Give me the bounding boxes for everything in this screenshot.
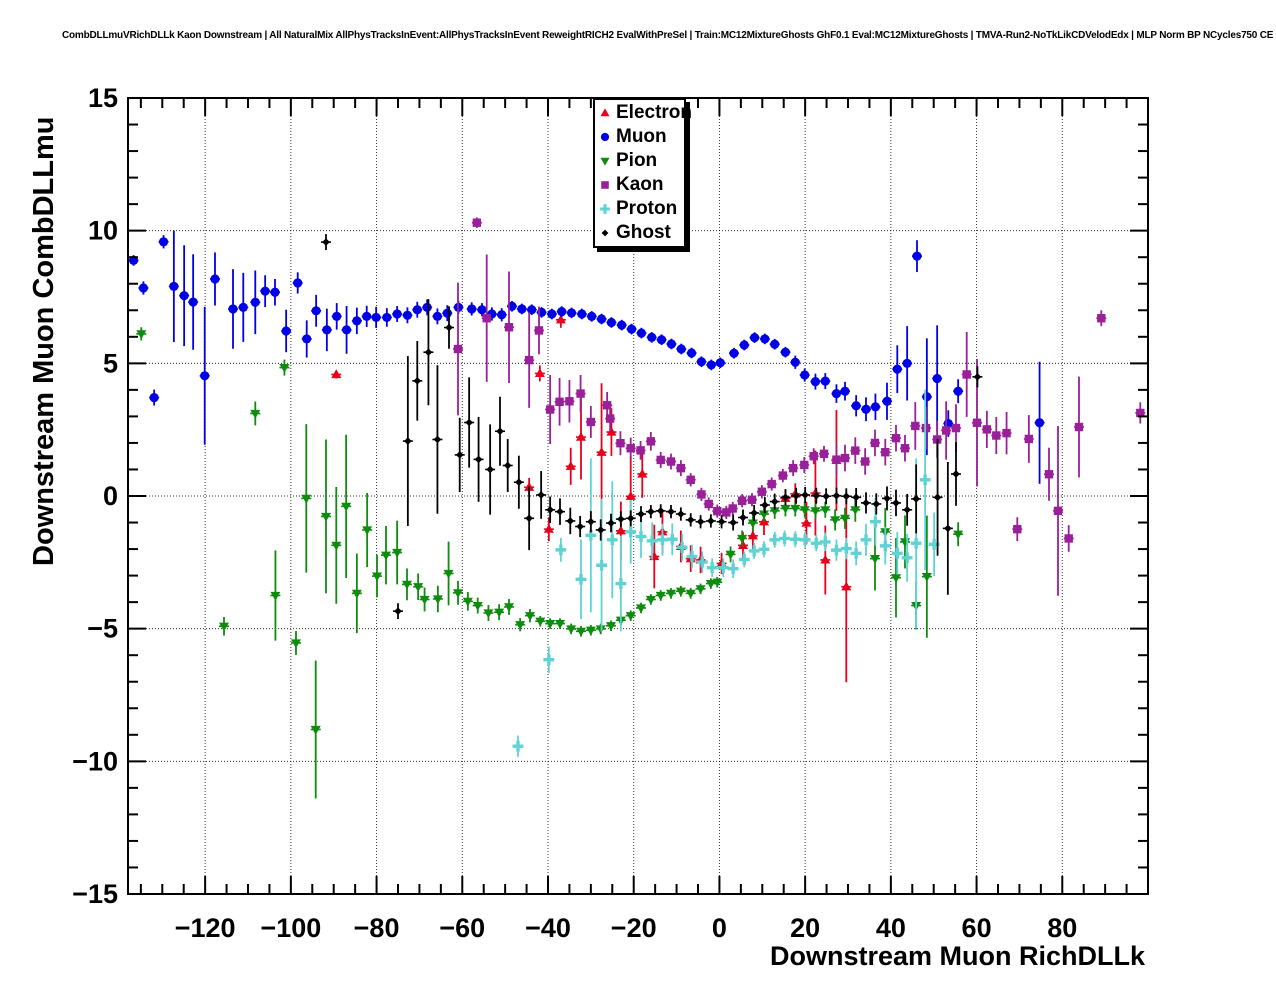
svg-text:5: 5 <box>103 348 118 378</box>
svg-text:−80: −80 <box>354 913 400 943</box>
gridlines <box>128 98 1148 894</box>
legend-label: Kaon <box>616 174 664 195</box>
legend-row-pion: Pion <box>595 149 684 173</box>
series-ghost <box>321 234 983 620</box>
svg-text:−10: −10 <box>72 746 118 776</box>
svg-text:−15: −15 <box>72 879 118 909</box>
legend-row-muon: Muon <box>595 125 684 149</box>
series-muon <box>128 230 1045 484</box>
series-pion <box>136 327 964 799</box>
svg-text:0: 0 <box>712 913 727 943</box>
legend-label: Ghost <box>616 222 671 243</box>
svg-text:−60: −60 <box>439 913 485 943</box>
proton-marker-icon <box>600 204 610 214</box>
muon-marker-icon <box>600 132 610 142</box>
legend-row-proton: Proton <box>595 197 684 221</box>
plot-title: CombDLLmuVRichDLLk Kaon Downstream | All… <box>62 30 1276 41</box>
svg-text:15: 15 <box>88 83 118 113</box>
svg-text:60: 60 <box>962 913 992 943</box>
legend: Electron Muon Pion Kaon Proton Ghost <box>593 98 692 248</box>
legend-row-electron: Electron <box>595 101 692 125</box>
legend-label: Electron <box>616 102 693 123</box>
svg-text:20: 20 <box>790 913 820 943</box>
svg-text:−5: −5 <box>87 614 118 644</box>
svg-text:10: 10 <box>88 216 118 246</box>
svg-text:80: 80 <box>1047 913 1077 943</box>
series-kaon <box>453 217 1146 596</box>
ghost-marker-icon <box>601 229 609 237</box>
legend-row-ghost: Ghost <box>595 221 684 245</box>
electron-marker-icon <box>600 108 610 117</box>
svg-text:0: 0 <box>103 481 118 511</box>
svg-text:−40: −40 <box>525 913 571 943</box>
svg-text:40: 40 <box>876 913 906 943</box>
legend-label: Pion <box>616 150 658 171</box>
legend-label: Muon <box>616 126 667 147</box>
svg-text:−120: −120 <box>175 913 236 943</box>
svg-text:−100: −100 <box>260 913 321 943</box>
kaon-marker-icon <box>601 181 609 189</box>
x-axis-title: Downstream Muon RichDLLk <box>769 941 1145 971</box>
legend-row-kaon: Kaon <box>595 173 684 197</box>
legend-label: Proton <box>616 198 678 219</box>
svg-text:−20: −20 <box>611 913 657 943</box>
tick-labels: −120 −100 −80 −60 −40 −20 0 20 40 60 80 −15 −10 −5 0 5 1… <box>72 83 1077 943</box>
pion-marker-icon <box>600 157 610 166</box>
y-axis-title: Downstream Muon CombDLLmu <box>28 116 60 567</box>
